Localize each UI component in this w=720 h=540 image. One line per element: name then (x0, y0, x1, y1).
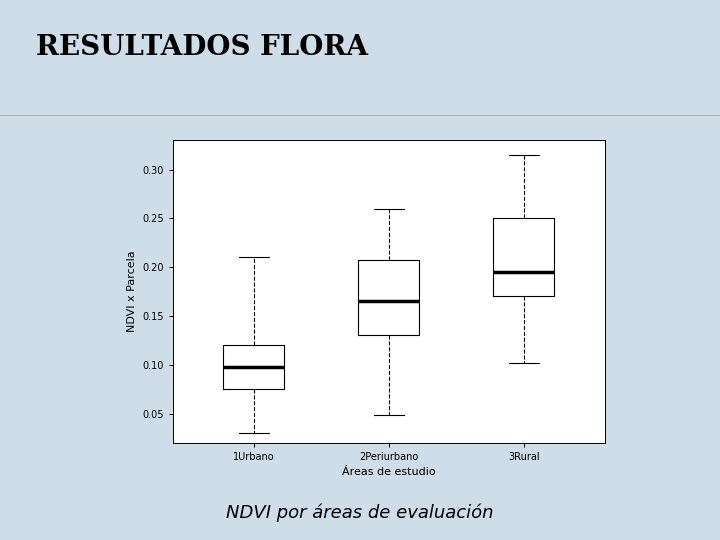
X-axis label: Áreas de estudio: Áreas de estudio (342, 468, 436, 477)
Text: RESULTADOS FLORA: RESULTADOS FLORA (36, 34, 368, 61)
Y-axis label: NDVI x Parcela: NDVI x Parcela (127, 251, 137, 333)
Text: NDVI por áreas de evaluación: NDVI por áreas de evaluación (226, 504, 494, 522)
